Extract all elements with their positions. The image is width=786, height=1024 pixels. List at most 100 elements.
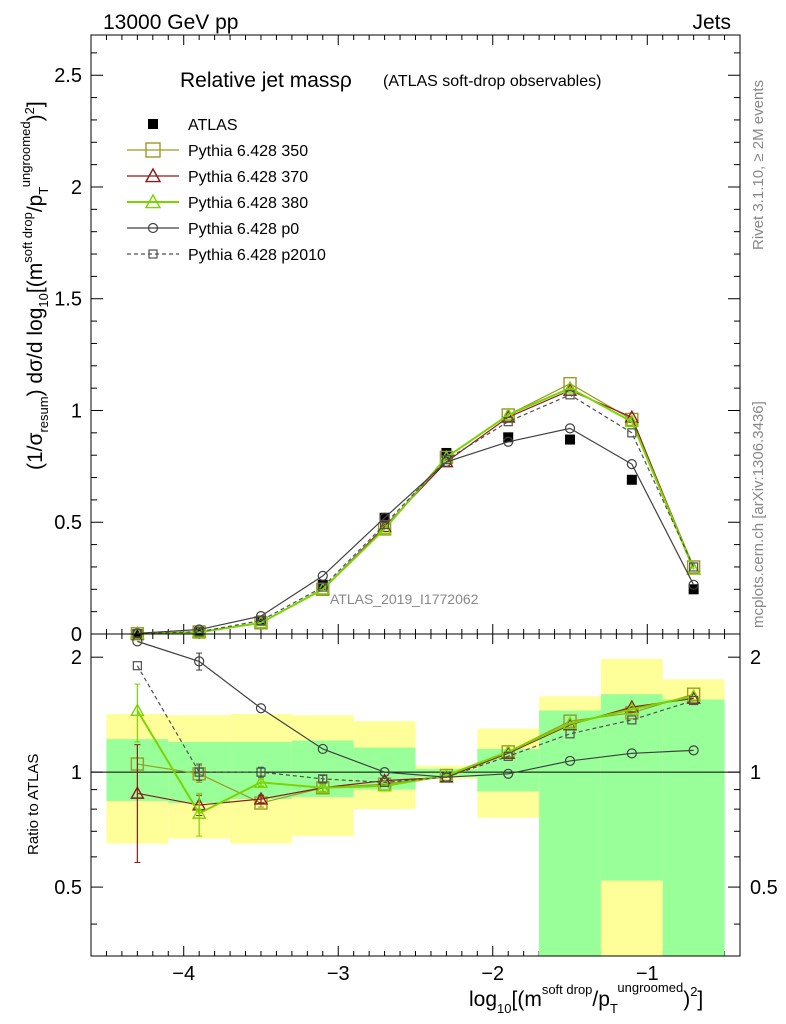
data-point [194, 656, 205, 667]
data-point [503, 768, 514, 779]
data-point [564, 423, 576, 434]
data-point [627, 715, 637, 725]
analysis-watermark: ATLAS_2019_I1772062 [330, 591, 479, 607]
y-label-sub-resum: resum [36, 396, 51, 432]
data-point [148, 249, 158, 259]
plot-subtitle: (ATLAS soft-drop observables) [383, 73, 601, 90]
data-point [255, 703, 267, 714]
ratio-plot: −4 −3 −2 −1 0.5 0.5 1 1 2 2 [54, 633, 778, 985]
data-point [145, 142, 161, 158]
data-point [689, 695, 699, 706]
data-point [626, 474, 637, 485]
y-tick-label: 2 [71, 177, 82, 199]
x-axis-label: log10[(msoft drop/pTungroomed)2] [469, 980, 703, 1016]
data-point [317, 579, 328, 590]
data-point [688, 745, 699, 756]
data-point [503, 751, 513, 761]
x-tick-label: −4 [172, 963, 195, 985]
data-point [377, 778, 392, 792]
data-point [379, 767, 390, 778]
band-green [600, 694, 663, 881]
ratio-y-tick-label-right: 1 [750, 762, 761, 784]
data-point [565, 729, 575, 739]
data-point [253, 791, 269, 805]
data-point [626, 459, 637, 470]
band-green [539, 710, 601, 956]
data-point [624, 414, 640, 428]
data-point [318, 582, 328, 592]
data-point [130, 703, 145, 717]
data-point [686, 687, 701, 701]
data-point [562, 380, 578, 394]
svg-text:log10[(msoft drop/pTungroomed): log10[(msoft drop/pTungroomed)2] [469, 980, 703, 1016]
x-tick-label: −3 [327, 963, 350, 985]
data-point [130, 785, 145, 799]
data-point [441, 455, 452, 465]
legend-label: ATLAS [188, 117, 238, 134]
series-line [137, 394, 695, 635]
data-point [441, 772, 452, 782]
data-point [317, 743, 328, 755]
series-line [137, 387, 695, 635]
y-axis-label: (1/σresum) dσ/d log10[(msoft drop/pTungr… [18, 101, 51, 470]
band-green [477, 748, 540, 792]
data-point [501, 407, 516, 421]
ratio-series-line [136, 665, 694, 783]
main-plot: 0 0.5 1 1.5 2 2.5 [54, 34, 741, 956]
band-green [662, 699, 725, 956]
data-point [317, 570, 328, 581]
data-point [565, 434, 576, 445]
y-tick-label: 0 [71, 624, 82, 646]
legend-label: Pythia 6.428 p2010 [188, 247, 326, 264]
data-point [689, 562, 699, 572]
data-point [379, 512, 390, 523]
legend-label: Pythia 6.428 380 [188, 195, 308, 212]
ratio-y-label: Ratio to ATLAS [25, 754, 42, 855]
data-point [686, 560, 701, 574]
mcplots-label: mcplots.cern.ch [arXiv:1306.3436] [750, 401, 767, 628]
data-point [503, 417, 513, 427]
data-point [379, 777, 390, 787]
data-point [148, 119, 158, 129]
legend-label: Pythia 6.428 370 [188, 169, 308, 186]
data-point [132, 636, 143, 647]
data-point [318, 774, 328, 784]
ratio-frame [90, 633, 741, 957]
data-point [441, 447, 452, 458]
category-label: Jets [692, 11, 731, 34]
ratio-series-line [137, 640, 694, 778]
data-point [253, 774, 269, 788]
data-point [688, 579, 699, 590]
ratio-y-tick-label-right: 0.5 [750, 877, 778, 899]
data-point [191, 805, 207, 819]
data-point [563, 714, 577, 728]
data-point [132, 661, 142, 671]
data-point [686, 561, 701, 575]
data-point [144, 193, 162, 209]
data-point [194, 627, 204, 637]
data-point [144, 167, 162, 183]
x-tick-label: −1 [636, 963, 659, 985]
series-line [137, 427, 695, 634]
ratio-y-tick-label: 1 [71, 762, 82, 784]
ratio-series-line [136, 695, 694, 815]
data-point [439, 768, 454, 781]
y-tick-label: 0.5 [54, 512, 82, 534]
data-point [627, 428, 637, 438]
data-point [256, 615, 266, 626]
data-point [564, 755, 576, 767]
data-point [503, 436, 514, 447]
data-point [194, 767, 204, 777]
ratio-y-tick-label-right: 2 [750, 647, 761, 669]
data-point [253, 615, 269, 629]
y-tick-label: 1.5 [54, 289, 82, 311]
ratio-y-tick-label: 2 [71, 647, 82, 669]
data-point [562, 716, 578, 730]
legend: ATLAS Pythia 6.428 350 Pythia 6.428 370 Pyt… [127, 117, 326, 264]
data-point [626, 748, 637, 759]
legend-label: Pythia 6.428 350 [188, 143, 308, 160]
x-tick-label: −2 [481, 963, 504, 985]
data-point [624, 699, 640, 713]
legend-label: Pythia 6.428 p0 [188, 221, 299, 238]
